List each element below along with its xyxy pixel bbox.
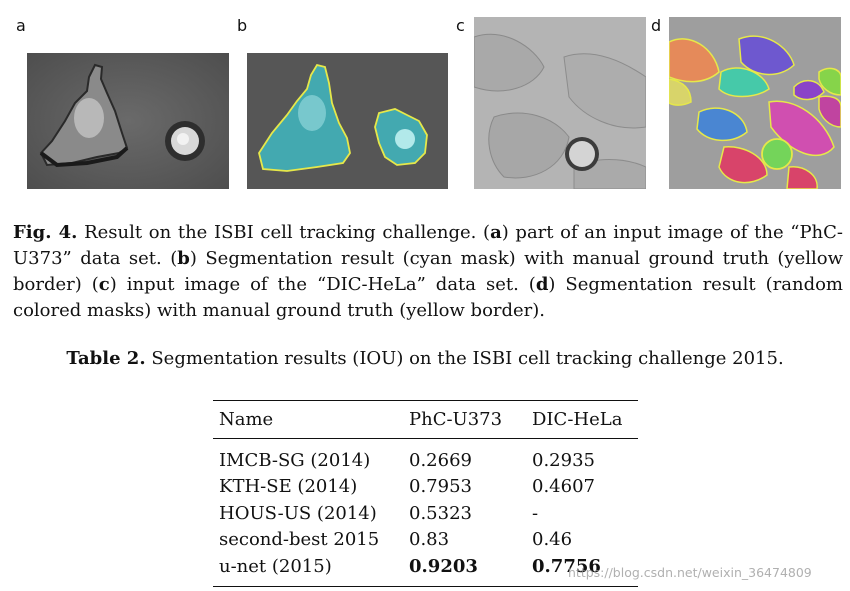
table-row: u-net (2015) 0.9203 0.7756 <box>213 553 638 586</box>
cell-phc: 0.2669 <box>409 449 472 471</box>
panel-d-image <box>669 17 841 189</box>
panel-label-a: a <box>16 16 26 35</box>
panel-a-image <box>27 53 229 189</box>
caption-text: Result on the ISBI cell tracking challen… <box>77 222 491 243</box>
caption-ref-d: d <box>535 274 549 295</box>
caption-ref-b: b <box>177 248 190 269</box>
panel-b-image <box>247 53 448 189</box>
caption-text: ) input image of the “DIC-HeLa” data set… <box>109 274 536 295</box>
cell-name: IMCB-SG (2014) <box>219 449 371 471</box>
cell-name: second-best 2015 <box>219 529 380 551</box>
cell-phc: 0.83 <box>409 529 450 551</box>
caption-text: ) Segmentation result (random colored ma… <box>13 274 844 321</box>
panel-label-c: c <box>456 16 465 35</box>
cell-name: KTH-SE (2014) <box>219 476 358 498</box>
table-row: IMCB-SG (2014) 0.2669 0.2935 <box>213 439 638 474</box>
table-label: Table 2. <box>66 348 146 369</box>
panel-label-d: d <box>651 16 662 35</box>
cell-name: u-net (2015) <box>219 555 332 577</box>
table-row: KTH-SE (2014) 0.7953 0.4607 <box>213 474 638 501</box>
table-row: HOUS-US (2014) 0.5323 - <box>213 500 638 527</box>
caption-text: ) part of an input image of the “PhC-U37… <box>13 222 843 269</box>
table-header-row: Name PhC-U373 DIC-HeLa <box>213 400 638 439</box>
figure-caption: Fig. 4. Result on the ISBI cell tracking… <box>13 220 843 324</box>
cell-phc: 0.7953 <box>409 476 472 498</box>
cell-phc: 0.5323 <box>409 502 472 524</box>
cell-phc-best: 0.9203 <box>409 555 478 577</box>
table-row: second-best 2015 0.83 0.46 <box>213 527 638 554</box>
caption-text: ) Segmentation result (cyan mask) with m… <box>13 248 843 295</box>
header-phc-u373: PhC-U373 <box>409 409 503 430</box>
cell-dic: 0.46 <box>532 529 573 551</box>
table-title: Table 2. Segmentation results (IOU) on t… <box>0 346 850 372</box>
cell-name: HOUS-US (2014) <box>219 502 377 524</box>
panel-c-image <box>474 17 646 189</box>
panel-label-b: b <box>237 16 248 35</box>
cell-dic: 0.2935 <box>532 449 595 471</box>
cell-dic-best: 0.7756 <box>532 555 601 577</box>
caption-ref-a: a <box>490 222 502 243</box>
header-name: Name <box>219 409 274 430</box>
results-table: Name PhC-U373 DIC-HeLa IMCB-SG (2014) 0.… <box>213 400 638 587</box>
cell-dic: - <box>532 502 539 524</box>
watermark: https://blog.csdn.net/weixin_36474809 <box>568 565 812 580</box>
cell-dic: 0.4607 <box>532 476 595 498</box>
table-title-text: Segmentation results (IOU) on the ISBI c… <box>145 348 784 369</box>
caption-ref-c: c <box>98 274 110 295</box>
header-dic-hela: DIC-HeLa <box>532 409 623 430</box>
caption-label: Fig. 4. <box>13 222 78 243</box>
